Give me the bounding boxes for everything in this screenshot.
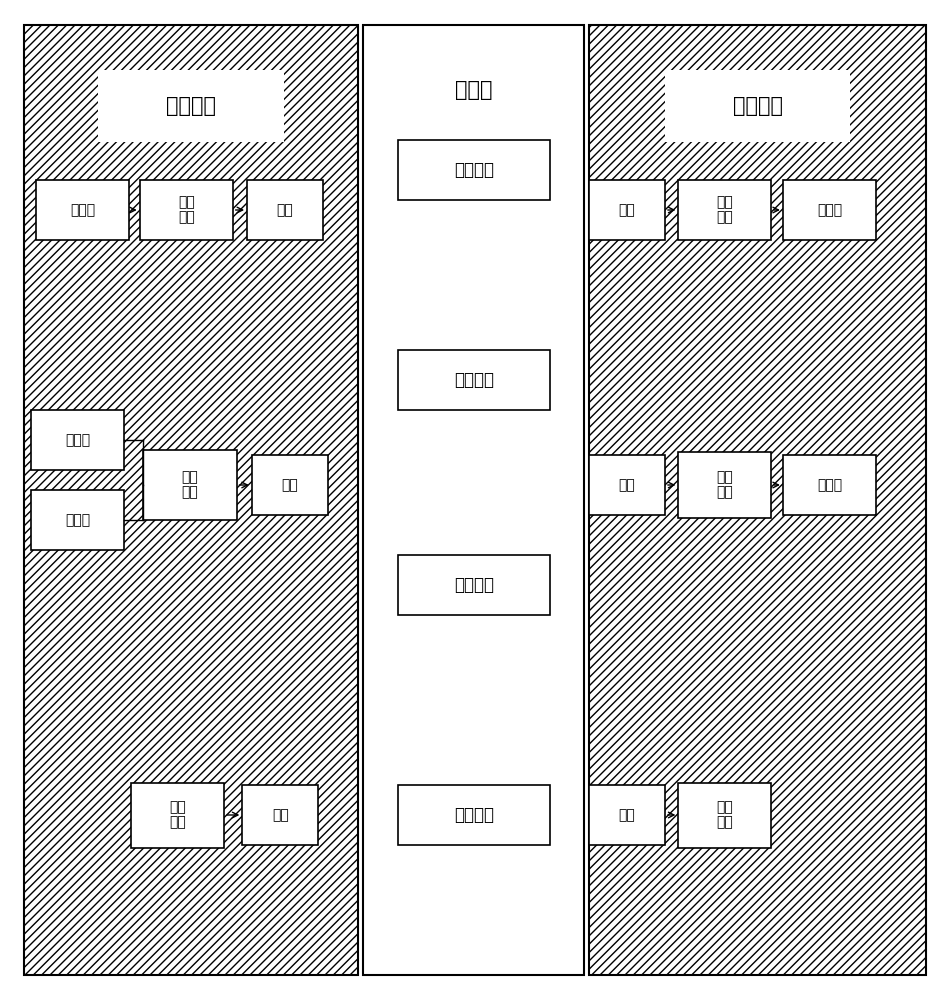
Text: 反相
器链: 反相 器链 bbox=[716, 195, 733, 225]
Text: 负载: 负载 bbox=[618, 808, 636, 822]
Text: 触发器: 触发器 bbox=[66, 513, 90, 527]
Bar bbox=[398, 785, 550, 845]
Bar bbox=[678, 452, 771, 518]
Bar bbox=[589, 180, 665, 240]
Text: 负载: 负载 bbox=[272, 808, 289, 822]
Bar bbox=[783, 180, 876, 240]
Text: 触发器: 触发器 bbox=[66, 433, 90, 447]
Bar bbox=[589, 785, 665, 845]
Bar bbox=[242, 785, 318, 845]
Text: 负载: 负载 bbox=[276, 203, 294, 217]
Bar bbox=[31, 410, 124, 470]
Bar bbox=[140, 180, 233, 240]
Text: 反相
器链: 反相 器链 bbox=[169, 800, 186, 830]
Text: 时钟器件: 时钟器件 bbox=[454, 576, 494, 594]
Bar bbox=[398, 555, 550, 615]
Bar bbox=[398, 350, 550, 410]
Text: 负载: 负载 bbox=[618, 203, 636, 217]
Bar bbox=[678, 180, 771, 240]
Text: 时钟器件: 时钟器件 bbox=[454, 371, 494, 389]
Bar bbox=[143, 450, 237, 520]
Text: 隔离区: 隔离区 bbox=[455, 80, 492, 100]
Text: 时钟器件: 时钟器件 bbox=[454, 806, 494, 824]
Text: 非隔离区: 非隔离区 bbox=[732, 96, 783, 116]
Text: 反相
器链: 反相 器链 bbox=[716, 800, 733, 830]
Bar bbox=[363, 25, 584, 975]
Text: 负载: 负载 bbox=[281, 478, 298, 492]
Text: 触发器: 触发器 bbox=[70, 203, 95, 217]
Bar bbox=[678, 782, 771, 848]
Bar bbox=[24, 25, 358, 975]
Bar bbox=[98, 70, 283, 142]
Text: 触发器: 触发器 bbox=[817, 478, 842, 492]
Text: 时钟器件: 时钟器件 bbox=[454, 161, 494, 179]
Bar bbox=[589, 455, 665, 515]
Bar bbox=[783, 455, 876, 515]
Text: 负载: 负载 bbox=[618, 478, 636, 492]
Bar bbox=[252, 455, 328, 515]
Text: 反相
器链: 反相 器链 bbox=[181, 470, 199, 500]
Text: 触发器: 触发器 bbox=[817, 203, 842, 217]
Bar bbox=[665, 70, 850, 142]
Bar bbox=[31, 490, 124, 550]
Bar bbox=[131, 782, 224, 848]
Bar bbox=[589, 25, 926, 975]
Text: 反相
器链: 反相 器链 bbox=[716, 470, 733, 500]
Bar bbox=[247, 180, 323, 240]
Bar bbox=[398, 140, 550, 200]
Bar bbox=[36, 180, 129, 240]
Text: 非隔离区: 非隔离区 bbox=[166, 96, 216, 116]
Text: 反相
器链: 反相 器链 bbox=[178, 195, 195, 225]
